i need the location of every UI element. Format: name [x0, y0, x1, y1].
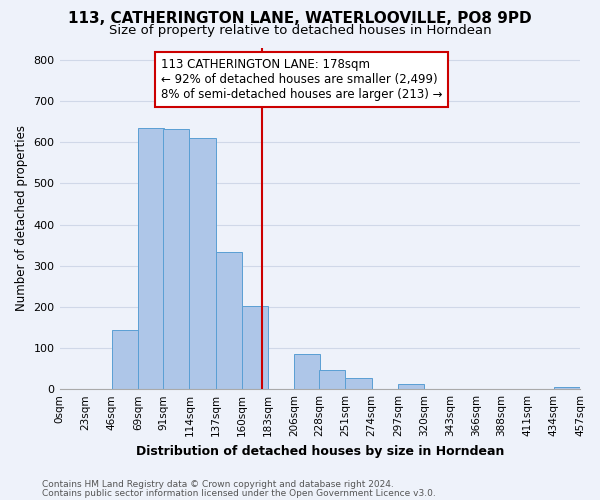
Bar [138, 128, 164, 389]
Bar [215, 252, 242, 389]
Bar [319, 370, 346, 389]
Bar [190, 138, 215, 389]
Bar [294, 354, 320, 389]
Text: Contains HM Land Registry data © Crown copyright and database right 2024.: Contains HM Land Registry data © Crown c… [42, 480, 394, 489]
Text: Size of property relative to detached houses in Horndean: Size of property relative to detached ho… [109, 24, 491, 37]
Bar [242, 306, 268, 389]
Bar [163, 129, 190, 389]
Bar [398, 384, 424, 389]
Text: 113 CATHERINGTON LANE: 178sqm
← 92% of detached houses are smaller (2,499)
8% of: 113 CATHERINGTON LANE: 178sqm ← 92% of d… [161, 58, 443, 101]
X-axis label: Distribution of detached houses by size in Horndean: Distribution of detached houses by size … [136, 444, 504, 458]
Y-axis label: Number of detached properties: Number of detached properties [15, 126, 28, 312]
Text: 113, CATHERINGTON LANE, WATERLOOVILLE, PO8 9PD: 113, CATHERINGTON LANE, WATERLOOVILLE, P… [68, 11, 532, 26]
Bar [554, 387, 580, 389]
Bar [112, 330, 138, 389]
Text: Contains public sector information licensed under the Open Government Licence v3: Contains public sector information licen… [42, 490, 436, 498]
Bar [346, 378, 371, 389]
